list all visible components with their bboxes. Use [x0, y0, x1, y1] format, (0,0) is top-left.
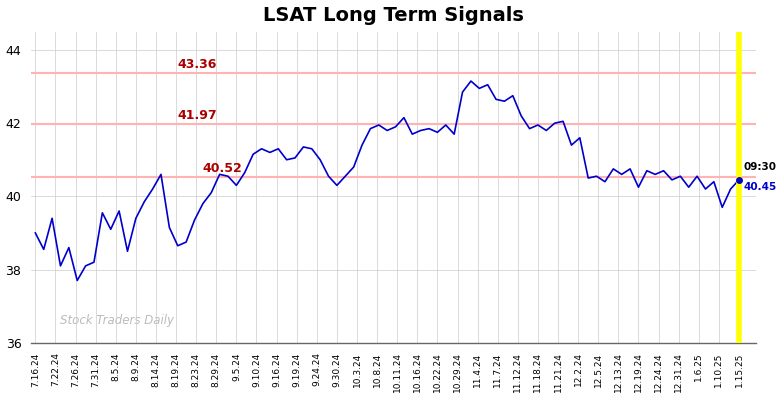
Text: Stock Traders Daily: Stock Traders Daily	[60, 314, 174, 327]
Text: 40.45: 40.45	[743, 182, 776, 192]
Text: 43.36: 43.36	[178, 58, 217, 71]
Title: LSAT Long Term Signals: LSAT Long Term Signals	[263, 6, 524, 25]
Text: 41.97: 41.97	[178, 109, 217, 122]
Text: 40.52: 40.52	[203, 162, 242, 175]
Text: 09:30: 09:30	[743, 162, 776, 172]
